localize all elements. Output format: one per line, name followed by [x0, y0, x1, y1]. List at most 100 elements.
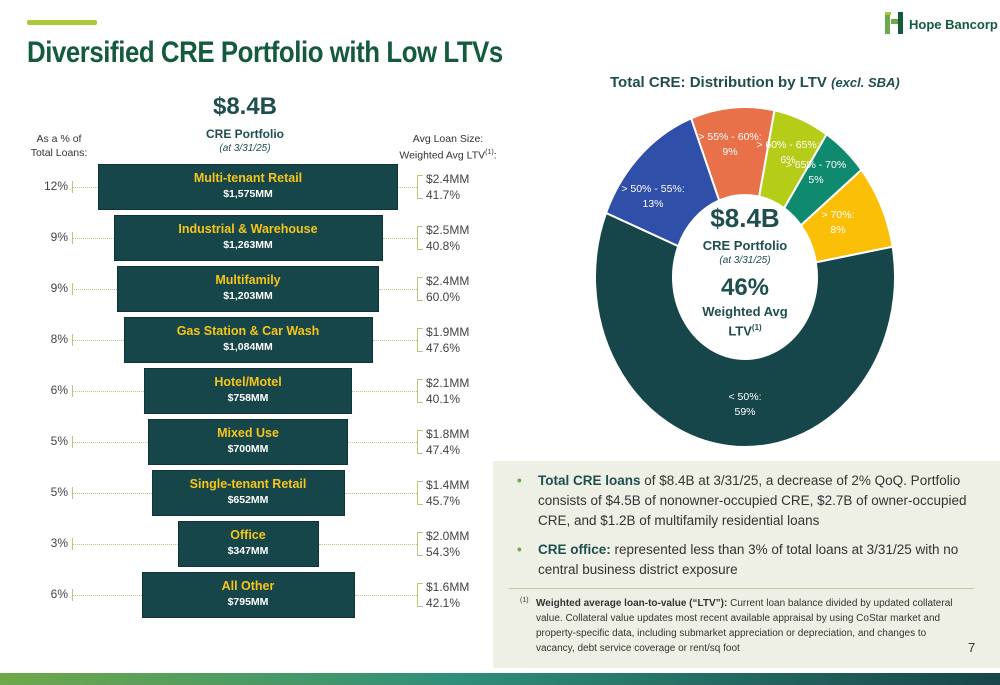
weighted-avg-ltv: 47.4% [426, 443, 461, 457]
weighted-avg-ltv-sup: (1) [751, 323, 762, 332]
donut-slice-value: 8% [830, 224, 845, 236]
donut-slice-label: > 70%: [822, 209, 855, 221]
leader-line-right [318, 544, 417, 545]
page-number: 7 [968, 640, 976, 655]
pct-header-line1: As a % of [36, 133, 82, 145]
donut-slice-value: 13% [642, 198, 663, 210]
loan-size-header-colon: : [493, 149, 497, 162]
funnel-bar-category: All Other [221, 579, 275, 593]
avg-loan-size-ltv: $2.5MM 40.8% [426, 222, 469, 254]
donut-center-label: CRE Portfolio [702, 238, 788, 253]
weighted-avg-ltv-line1: Weighted Avg [702, 304, 788, 319]
leader-line-right [372, 340, 417, 341]
pct-of-total-loans: 9% [50, 230, 68, 244]
leader-line [72, 391, 144, 392]
footer-color-band [0, 673, 1000, 685]
leader-line [72, 493, 152, 494]
weighted-avg-ltv: 60.0% [426, 290, 461, 304]
pct-of-total-loans: 5% [50, 485, 68, 499]
bullet1-text: of $8.4B at 3/31/25, a decrease of 2% Qo… [538, 473, 967, 528]
funnel-headline-label: CRE Portfolio [206, 127, 284, 141]
bracket [417, 379, 423, 403]
donut-chart-title: Total CRE: Distribution by LTV (excl. SB… [610, 74, 900, 91]
weighted-avg-ltv-label: Weighted Avg LTV(1) [690, 304, 800, 339]
ltv-distribution-donut-chart: > 55% - 60%: 9% > 60% - 65%: 6%> 65% - 70% 5… [594, 106, 896, 448]
funnel-bar-amount: $758MM [227, 392, 269, 404]
avg-loan-size-ltv: $1.9MM 47.6% [426, 324, 469, 356]
leader-line-right [398, 187, 417, 188]
donut-slice-label: > 65% - 70% [786, 159, 846, 171]
donut-slice-value: 5% [808, 174, 823, 186]
avg-loan-size: $2.1MM [426, 376, 470, 390]
leader-line-right [352, 391, 417, 392]
bullet2-text: represented less than 3% of total loans … [538, 542, 959, 577]
bracket [417, 430, 423, 454]
donut-center-value: $8.4B [710, 203, 780, 233]
avg-loan-size-ltv: $2.4MM 60.0% [426, 273, 469, 305]
bracket [417, 532, 423, 556]
pct-of-total-loans: 12% [43, 179, 68, 193]
leader-line [72, 442, 148, 443]
funnel-bar: Multifamily $1,203MM [117, 266, 379, 312]
top-accent-bar [27, 20, 97, 25]
weighted-avg-ltv: 54.3% [426, 545, 461, 559]
leader-line-right [382, 238, 417, 239]
bullet-dot: • [517, 542, 522, 557]
notes-panel [493, 461, 1000, 668]
footnote-number: (1) [520, 597, 529, 604]
funnel-bar: All Other $795MM [141, 572, 355, 618]
donut-slice [604, 117, 721, 248]
funnel-bar-category: Mixed Use [217, 426, 279, 440]
funnel-bar-category: Office [230, 528, 266, 542]
bullet-cre-office: • CRE office: represented less than 3% o… [517, 540, 977, 580]
loan-size-column-header: Avg Loan Size: Weighted Avg LTV(1): [393, 132, 503, 163]
pct-of-total-loans: 9% [50, 281, 68, 295]
hope-bancorp-logo-icon [885, 12, 903, 34]
donut-slice [594, 211, 896, 448]
leader-line [72, 544, 178, 545]
donut-title-note: (excl. SBA) [831, 75, 900, 90]
avg-loan-size: $1.9MM [426, 325, 470, 339]
funnel-bar: Office $347MM [177, 521, 319, 567]
bullet-total-cre: • Total CRE loans of $8.4B at 3/31/25, a… [517, 471, 977, 531]
funnel-bar-category: Hotel/Motel [214, 375, 282, 389]
funnel-bar: Single-tenant Retail $652MM [151, 470, 345, 516]
pct-of-total-loans: 3% [50, 536, 68, 550]
funnel-bar-amount: $700MM [227, 443, 269, 455]
pct-of-total-loans: 6% [50, 383, 68, 397]
funnel-bar: Mixed Use $700MM [148, 419, 348, 465]
page-title: Diversified CRE Portfolio with Low LTVs [27, 36, 503, 69]
avg-loan-size-ltv: $1.6MM 42.1% [426, 579, 469, 611]
avg-loan-size-ltv: $1.8MM 47.4% [426, 426, 469, 458]
funnel-bar-amount: $652MM [227, 494, 269, 506]
leader-line-right [354, 595, 417, 596]
footnote-bold: Weighted average loan-to-value (“LTV”): [536, 598, 728, 609]
footnote-text: Current loan balance divided by updated … [536, 598, 953, 654]
avg-loan-size: $1.8MM [426, 427, 470, 441]
pct-of-total-loans: 6% [50, 587, 68, 601]
leader-line [72, 238, 114, 239]
pct-of-total-loans: 8% [50, 332, 68, 346]
leader-line-right [348, 442, 417, 443]
donut-slice-value: 9% [722, 146, 737, 158]
funnel-headline-value: $8.4B [212, 93, 278, 120]
bracket [417, 328, 423, 352]
avg-loan-size: $2.4MM [426, 172, 470, 186]
bracket [417, 175, 423, 199]
loan-size-header-line2: Weighted Avg LTV [399, 149, 486, 162]
weighted-avg-ltv: 41.7% [426, 188, 461, 202]
donut-slice-value: 59% [734, 406, 755, 418]
funnel-bar-amount: $347MM [227, 545, 269, 557]
leader-line-right [379, 289, 417, 290]
funnel-bar: Hotel/Motel $758MM [144, 368, 352, 414]
avg-loan-size: $2.4MM [426, 274, 470, 288]
avg-loan-size-ltv: $2.1MM 40.1% [426, 375, 469, 407]
weighted-avg-ltv: 40.1% [426, 392, 461, 406]
logo-text: Hope Bancorp [909, 17, 998, 32]
funnel-bar-amount: $1,084MM [223, 341, 273, 353]
donut-slice-label: > 60% - 65%: [756, 139, 819, 151]
leader-line [72, 289, 117, 290]
donut-title-text: Total CRE: Distribution by LTV [610, 74, 827, 91]
weighted-avg-ltv: 42.1% [426, 596, 461, 610]
weighted-avg-ltv-value: 46% [720, 274, 770, 301]
